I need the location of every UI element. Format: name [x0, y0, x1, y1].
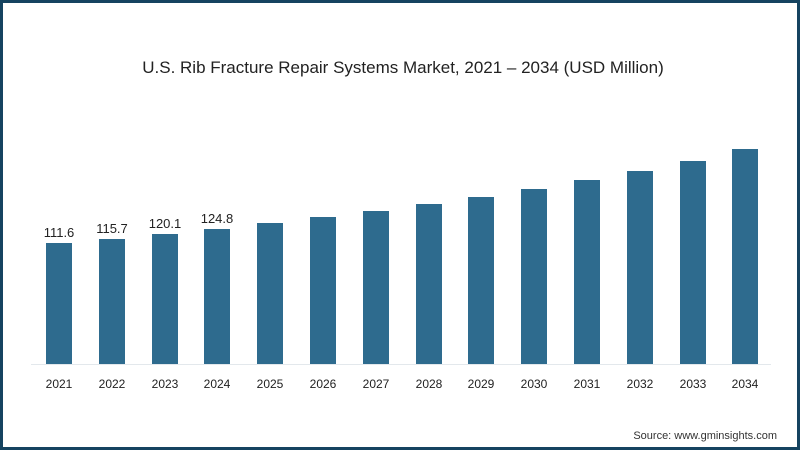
x-tick-2023: 2023 — [151, 377, 179, 391]
bar-2030 — [521, 189, 547, 364]
x-tick-2026: 2026 — [309, 377, 337, 391]
bar-2022 — [99, 239, 125, 364]
x-tick-2024: 2024 — [203, 377, 231, 391]
bar-2023 — [152, 234, 178, 364]
x-tick-2028: 2028 — [415, 377, 443, 391]
x-tick-2034: 2034 — [731, 377, 759, 391]
x-tick-2031: 2031 — [573, 377, 601, 391]
x-tick-2022: 2022 — [98, 377, 126, 391]
bar-2025 — [257, 223, 283, 364]
bar-2032 — [627, 171, 653, 364]
x-tick-2033: 2033 — [679, 377, 707, 391]
bar-2031 — [574, 180, 600, 364]
chart-title: U.S. Rib Fracture Repair Systems Market,… — [142, 58, 664, 77]
bar-2033 — [680, 161, 706, 364]
data-label-2023: 120.1 — [148, 216, 182, 231]
bar-2021 — [46, 243, 72, 364]
bar-2034 — [732, 149, 758, 364]
source-note: Source: www.gminsights.com — [633, 430, 777, 442]
bar-2028 — [416, 204, 442, 364]
data-label-2021: 111.6 — [43, 225, 75, 240]
bar-2029 — [468, 197, 494, 364]
x-tick-2025: 2025 — [256, 377, 284, 391]
x-axis-baseline — [31, 364, 771, 365]
x-tick-2027: 2027 — [362, 377, 390, 391]
x-tick-2030: 2030 — [520, 377, 548, 391]
bar-2026 — [310, 217, 336, 364]
x-tick-2021: 2021 — [45, 377, 73, 391]
bar-2027 — [363, 211, 389, 364]
data-label-2024: 124.8 — [200, 211, 234, 226]
x-tick-2029: 2029 — [467, 377, 495, 391]
data-label-2022: 115.7 — [96, 221, 128, 236]
bar-2024 — [204, 229, 230, 364]
plot-area: 111.6 2021 115.7 2022 120.1 2023 124.8 2024 2025… — [3, 3, 800, 453]
x-tick-2032: 2032 — [626, 377, 654, 391]
